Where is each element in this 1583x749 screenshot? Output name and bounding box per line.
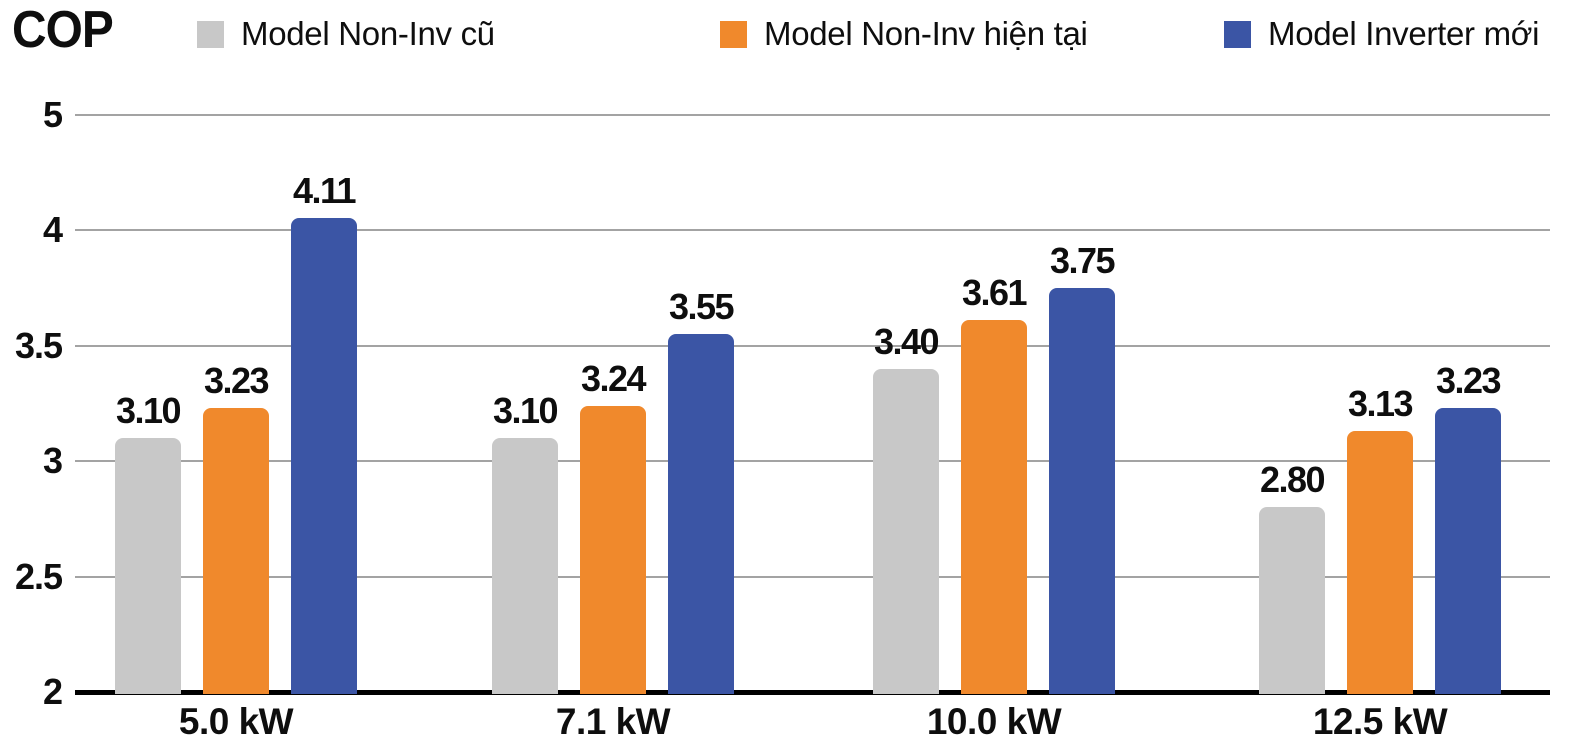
bar-slot-s2-g2: 3.75 [1049, 240, 1116, 694]
bar-group-7.1-kW: 3.10 3.24 3.55 [492, 286, 735, 694]
bar-group-12.5-kW: 2.80 3.13 3.23 [1259, 360, 1502, 694]
bar-slot-s0-g1: 3.10 [492, 390, 559, 694]
bar-slot-s2-g0: 4.11 [291, 169, 357, 694]
x-category-label: 12.5 kW [1312, 701, 1448, 742]
bar-slot-s0-g2: 3.40 [873, 320, 940, 694]
bar [961, 320, 1027, 694]
legend-item-non-inv-hien-tai: Model Non-Inv hiện tại [720, 12, 1088, 56]
gridline-y-4 [75, 229, 1550, 232]
x-category-label: 7.1 kW [555, 701, 671, 742]
legend-swatch-orange-icon [720, 20, 747, 48]
bar-slot-s0-g3: 2.80 [1259, 459, 1326, 694]
bar-value-label: 3.61 [961, 272, 1028, 314]
bar-slot-s1-g2: 3.61 [961, 272, 1028, 694]
bar-slot-s2-g1: 3.55 [668, 286, 735, 694]
x-category-label: 10.0 kW [926, 701, 1062, 742]
legend-label-inverter-moi: Model Inverter mới [1268, 15, 1540, 52]
bar-group-10.0-kW: 3.40 3.61 3.75 [873, 240, 1116, 694]
bar [1259, 507, 1325, 694]
bar [1435, 408, 1501, 694]
bar-value-label: 3.13 [1347, 383, 1414, 425]
bar-value-label: 3.75 [1049, 240, 1116, 282]
legend-item-inverter-moi: Model Inverter mới [1224, 12, 1539, 56]
bar-value-label: 4.11 [292, 169, 357, 211]
bar-slot-s2-g3: 3.23 [1435, 360, 1502, 694]
bar [115, 438, 181, 694]
x-category-label: 5.0 kW [178, 701, 294, 742]
y-tick-label-2.5: 2.5 [14, 555, 63, 597]
x-axis-line [75, 690, 1550, 695]
bar-slot-s0-g0: 3.10 [115, 390, 182, 694]
bar-slot-s1-g3: 3.13 [1347, 383, 1414, 694]
legend-swatch-blue-icon [1224, 20, 1251, 48]
y-tick-label-4: 4 [42, 209, 63, 251]
legend-label-non-inv-hien-tai: Model Non-Inv hiện tại [764, 15, 1088, 52]
y-tick-label-3: 3 [42, 440, 63, 482]
chart-title: COP [12, 1, 114, 59]
bar [668, 334, 734, 694]
bar-value-label: 3.10 [492, 390, 559, 432]
bar [203, 408, 269, 694]
bar-value-label: 2.80 [1259, 459, 1326, 501]
y-tick-label-2: 2 [42, 671, 63, 712]
y-tick-label-3.5: 3.5 [14, 324, 63, 366]
bar [492, 438, 558, 694]
gridline-y-5 [75, 114, 1550, 116]
bar-value-label: 3.24 [580, 357, 647, 399]
gridline-y-3 [75, 460, 1550, 463]
bar [1049, 288, 1115, 694]
gridline-y-2.5 [75, 575, 1550, 578]
y-tick-label-5: 5 [42, 94, 63, 135]
bar-group-5.0-kW: 3.10 3.23 4.11 [115, 169, 357, 694]
bar-value-label: 3.23 [203, 360, 270, 402]
bar-value-label: 3.40 [873, 320, 940, 362]
bar-slot-s1-g1: 3.24 [580, 357, 647, 694]
bar-value-label: 3.10 [115, 390, 182, 432]
legend-item-non-inv-cu: Model Non-Inv cũ [197, 12, 495, 56]
bar-value-label: 3.23 [1435, 360, 1502, 402]
bar [1347, 431, 1413, 694]
gridline-y-3.5 [75, 344, 1550, 347]
bar [873, 368, 939, 694]
bar [291, 217, 357, 694]
bar [580, 405, 646, 694]
bar-value-label: 3.55 [668, 286, 735, 328]
bar-slot-s1-g0: 3.23 [203, 360, 270, 694]
legend-swatch-gray-icon [197, 20, 224, 48]
legend-label-non-inv-cu: Model Non-Inv cũ [241, 15, 495, 52]
